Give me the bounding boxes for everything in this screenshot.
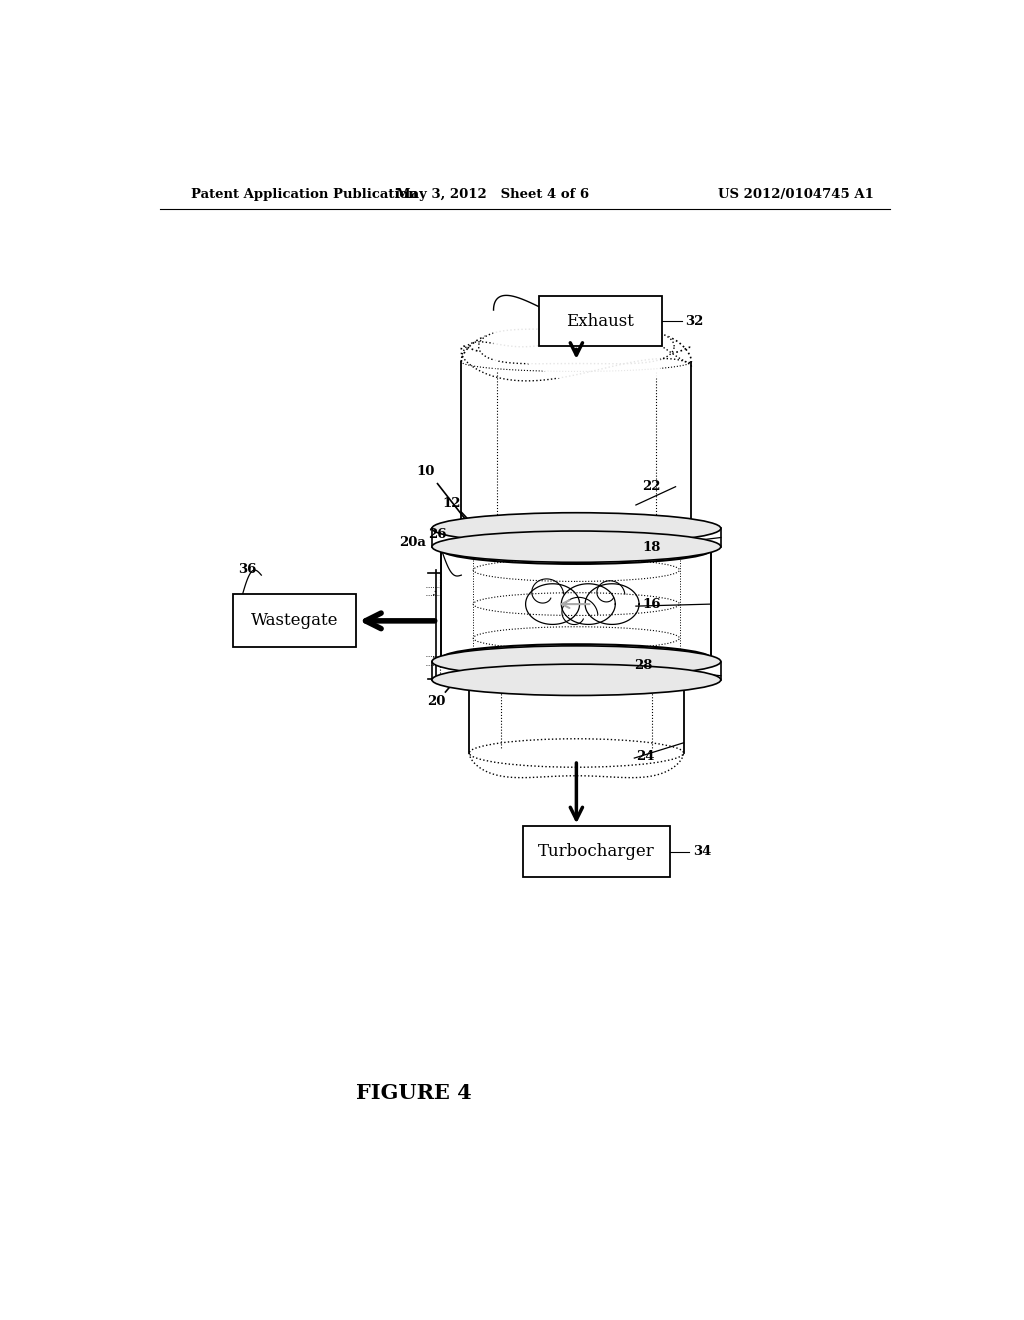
Text: 18: 18	[642, 541, 660, 554]
Text: 28: 28	[634, 659, 652, 672]
Text: 20: 20	[427, 694, 445, 708]
Text: 36: 36	[239, 562, 257, 576]
Text: Turbocharger: Turbocharger	[538, 843, 654, 861]
Text: 16: 16	[642, 598, 660, 611]
Ellipse shape	[432, 645, 721, 677]
Text: 10: 10	[417, 465, 435, 478]
Text: 22: 22	[642, 480, 660, 494]
Text: FIGURE 4: FIGURE 4	[355, 1084, 472, 1104]
Text: 20a: 20a	[399, 536, 426, 549]
Text: 32: 32	[685, 314, 703, 327]
Text: 24: 24	[636, 750, 654, 763]
Text: 26: 26	[428, 528, 447, 541]
Text: 12: 12	[442, 498, 461, 511]
Text: 34: 34	[693, 845, 712, 858]
Text: Patent Application Publication: Patent Application Publication	[191, 189, 418, 202]
Polygon shape	[478, 329, 674, 364]
Ellipse shape	[432, 664, 721, 696]
FancyBboxPatch shape	[539, 296, 662, 346]
Text: May 3, 2012   Sheet 4 of 6: May 3, 2012 Sheet 4 of 6	[396, 189, 590, 202]
FancyBboxPatch shape	[233, 594, 356, 647]
FancyBboxPatch shape	[523, 826, 670, 876]
Ellipse shape	[432, 512, 721, 544]
Ellipse shape	[432, 531, 721, 562]
Text: Exhaust: Exhaust	[566, 313, 634, 330]
Text: Wastegate: Wastegate	[251, 612, 338, 630]
Text: US 2012/0104745 A1: US 2012/0104745 A1	[718, 189, 873, 202]
